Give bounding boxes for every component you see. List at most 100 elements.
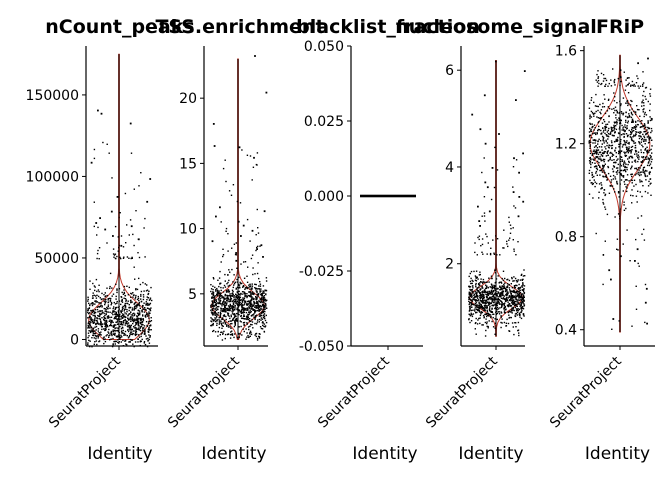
cell-point (494, 293, 496, 295)
cell-point (500, 295, 502, 298)
cell-point (492, 293, 494, 296)
cell-point (485, 233, 487, 235)
cell-point (642, 109, 644, 111)
cell-point (260, 299, 262, 301)
cell-point (496, 298, 498, 300)
cell-point (139, 321, 142, 324)
cell-point (613, 188, 615, 190)
cell-point (243, 291, 246, 294)
cell-point (612, 170, 615, 173)
cell-point (613, 159, 615, 161)
cell-point (602, 203, 605, 205)
cell-point (478, 291, 480, 293)
cell-point (140, 318, 143, 321)
cell-point (222, 310, 225, 312)
cell-point (490, 289, 493, 292)
cell-point (505, 294, 507, 296)
cell-point (215, 300, 218, 303)
cell-point (237, 284, 240, 286)
cell-point (256, 302, 258, 304)
cell-point (501, 287, 503, 289)
cell-point (524, 275, 526, 277)
cell-point (219, 302, 222, 305)
cell-point (622, 163, 625, 166)
cell-point (216, 315, 218, 317)
cell-point (246, 318, 248, 321)
cell-point (107, 305, 109, 308)
cell-point (238, 285, 241, 287)
cell-point (253, 303, 255, 305)
cell-point (597, 143, 599, 145)
cell-point (218, 302, 221, 304)
cell-point (590, 182, 592, 184)
cell-point (481, 286, 483, 288)
cell-point (647, 185, 650, 187)
cell-point (523, 305, 525, 307)
cell-point (636, 173, 638, 175)
cell-point (605, 139, 607, 142)
cell-point (506, 294, 508, 297)
cell-point (99, 334, 101, 336)
cell-point (504, 302, 506, 304)
cell-point (258, 300, 260, 303)
cell-point (610, 140, 613, 142)
cell-point (138, 299, 140, 302)
cell-point (263, 310, 265, 312)
cell-point (517, 294, 519, 296)
cell-point (604, 127, 606, 130)
cell-point (505, 299, 507, 301)
cell-point (621, 146, 624, 148)
cell-point (150, 317, 152, 319)
cell-point (150, 307, 152, 309)
cell-point (246, 281, 249, 283)
x-category-label: SeuratProject (315, 353, 393, 431)
cell-point (241, 293, 243, 295)
cell-point (626, 135, 629, 138)
cell-point (633, 126, 636, 128)
cell-point (603, 192, 605, 194)
cell-point (136, 306, 138, 308)
cell-point (607, 166, 610, 169)
cell-point (590, 141, 592, 143)
cell-point (607, 85, 609, 87)
cell-point (138, 322, 140, 324)
cell-point (110, 304, 112, 306)
cell-point (475, 280, 478, 282)
cell-point (127, 315, 129, 317)
cell-point (126, 224, 128, 226)
cell-point (124, 304, 126, 306)
cell-point (124, 308, 127, 310)
cell-point (480, 296, 482, 299)
cell-point (101, 305, 103, 307)
cell-point (147, 307, 149, 309)
cell-point (231, 312, 234, 314)
cell-point (469, 286, 472, 288)
cell-point (233, 243, 236, 245)
cell-point (103, 300, 105, 302)
cell-point (616, 183, 619, 185)
cell-point (219, 311, 222, 314)
cell-point (496, 294, 498, 296)
cell-point (613, 107, 615, 110)
cell-point (634, 174, 637, 176)
cell-point (487, 327, 489, 329)
cell-point (248, 303, 250, 305)
cell-point (227, 324, 230, 327)
cell-point (94, 319, 96, 321)
cell-point (94, 295, 97, 297)
cell-point (222, 248, 224, 250)
cell-point (220, 221, 222, 223)
cell-point (236, 303, 238, 305)
cell-point (251, 288, 253, 291)
cell-point (474, 242, 476, 244)
cell-point (137, 320, 139, 323)
cell-point (476, 306, 478, 308)
cell-point (615, 171, 618, 173)
cell-point (594, 105, 597, 107)
cell-point (110, 333, 113, 336)
cell-point (113, 256, 115, 258)
cell-point (630, 131, 632, 133)
cell-point (95, 300, 97, 302)
cell-point (97, 328, 100, 330)
cell-point (211, 293, 213, 295)
